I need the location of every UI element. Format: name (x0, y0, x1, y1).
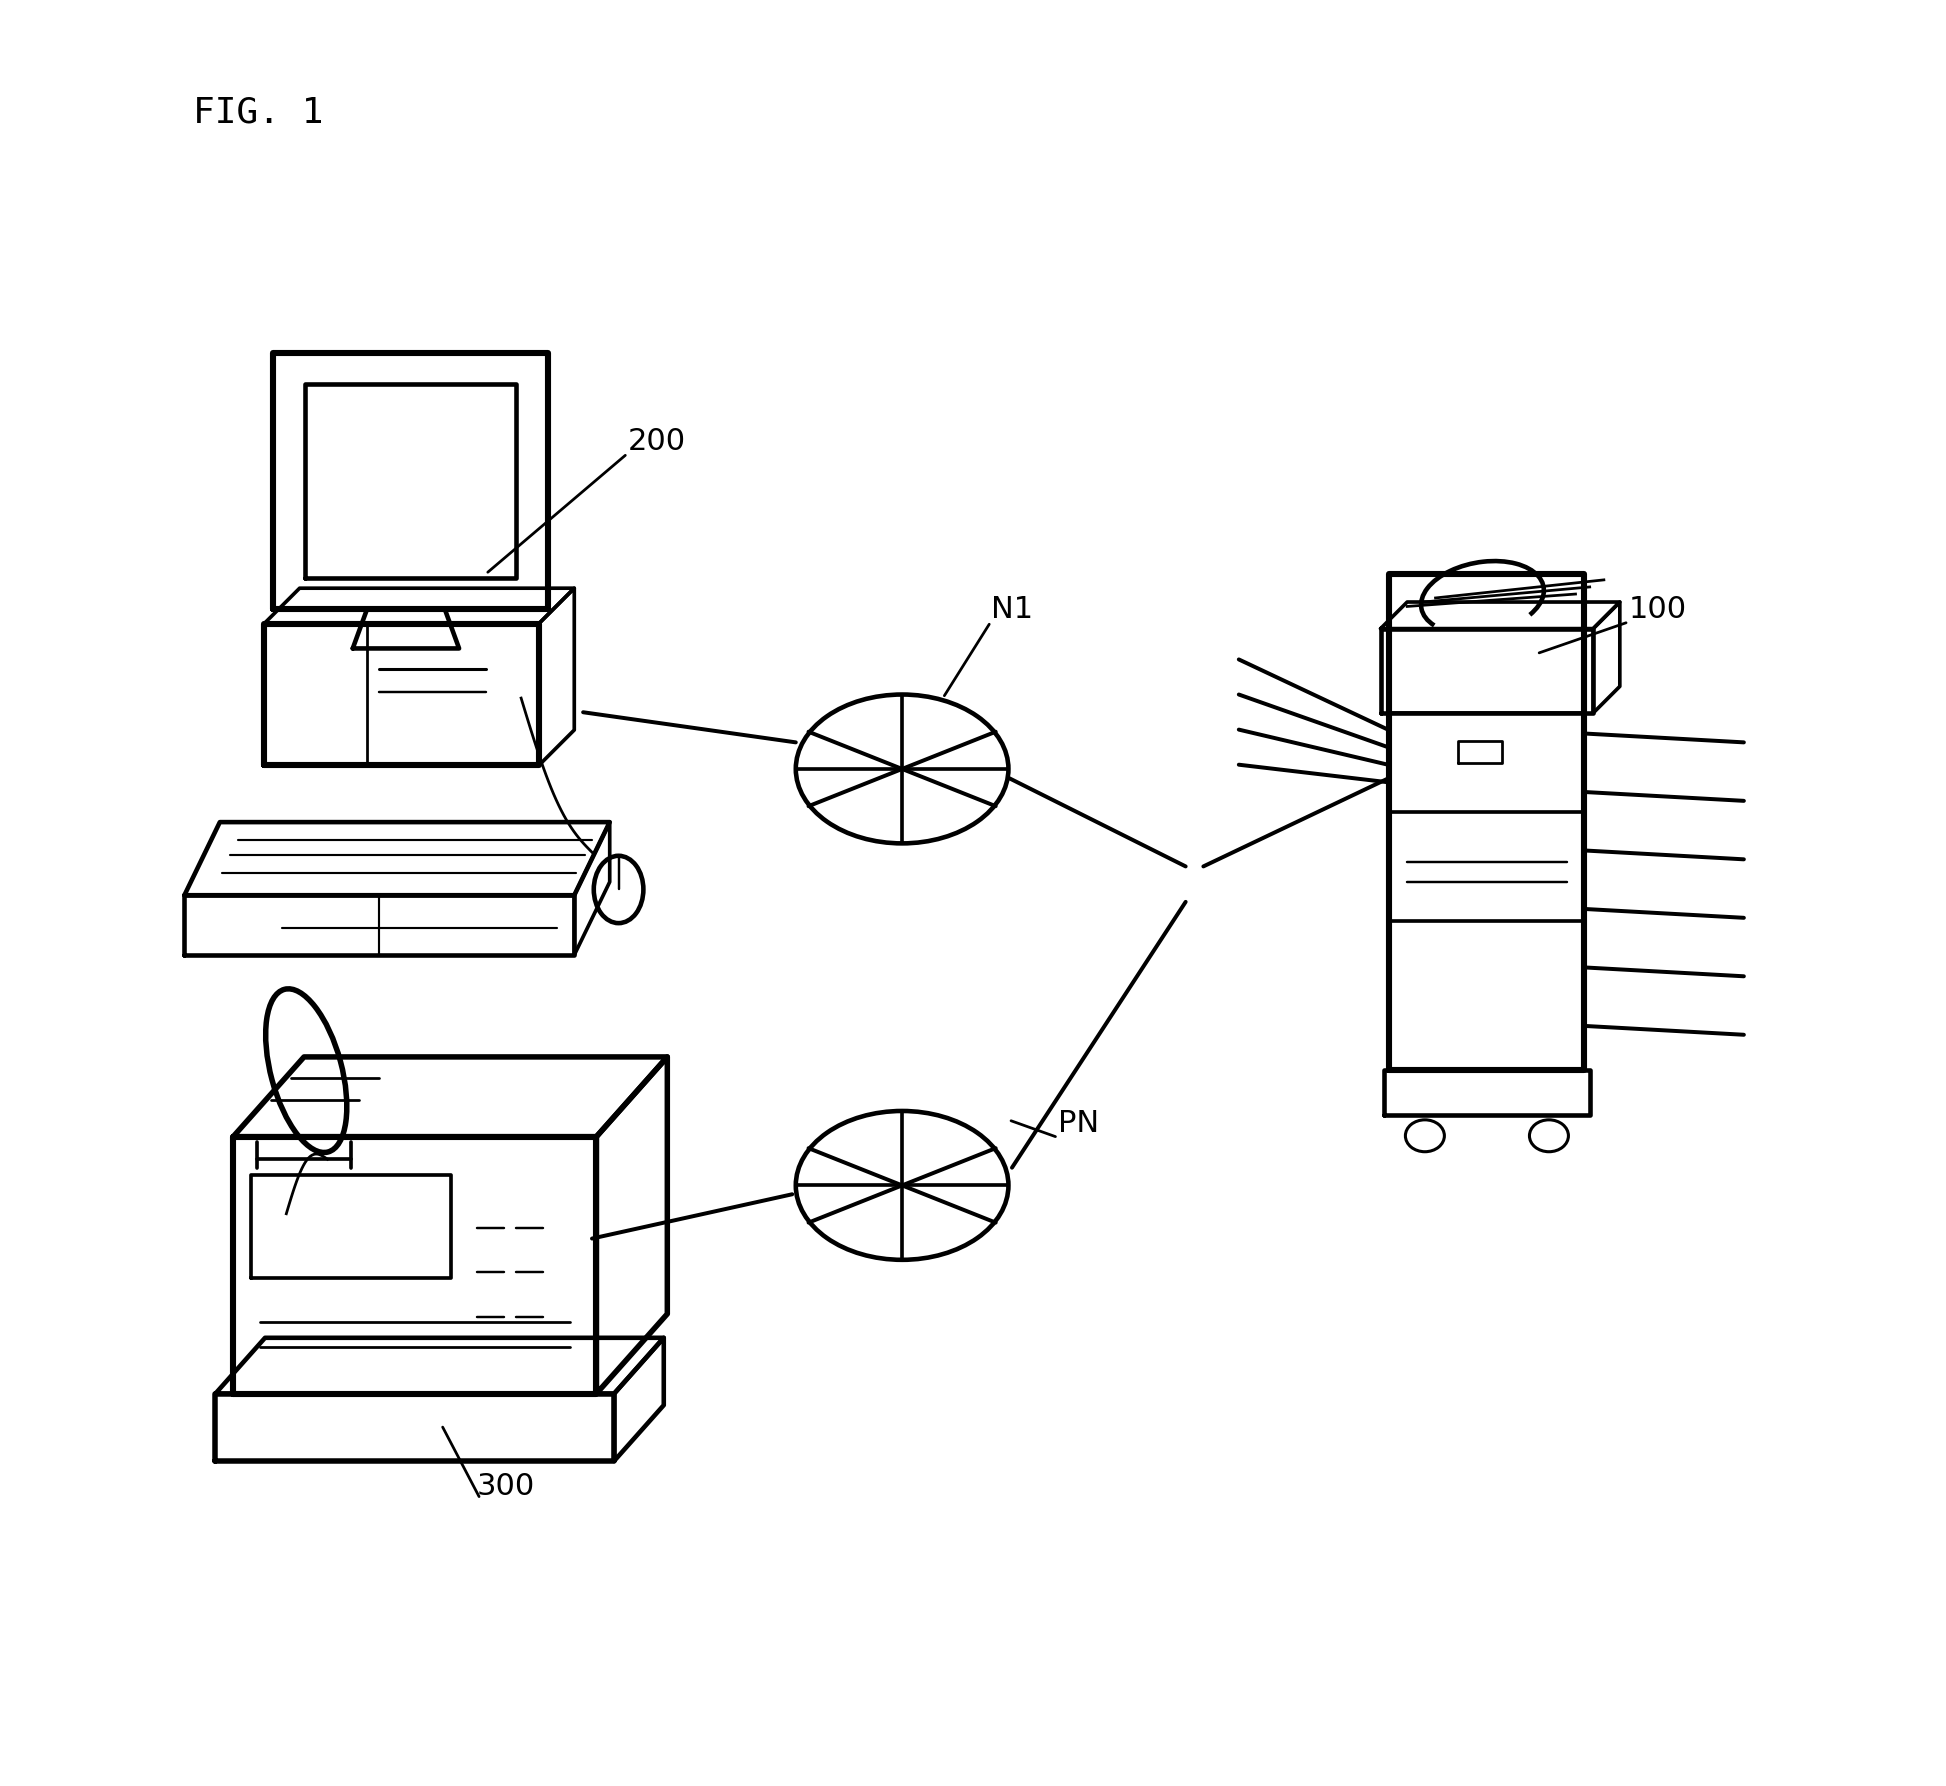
Text: 300: 300 (477, 1472, 535, 1502)
Text: FIG. 1: FIG. 1 (193, 95, 323, 130)
Text: 100: 100 (1629, 595, 1687, 623)
Text: PN: PN (1059, 1109, 1099, 1138)
Text: 200: 200 (627, 427, 685, 455)
Text: N1: N1 (991, 595, 1033, 623)
